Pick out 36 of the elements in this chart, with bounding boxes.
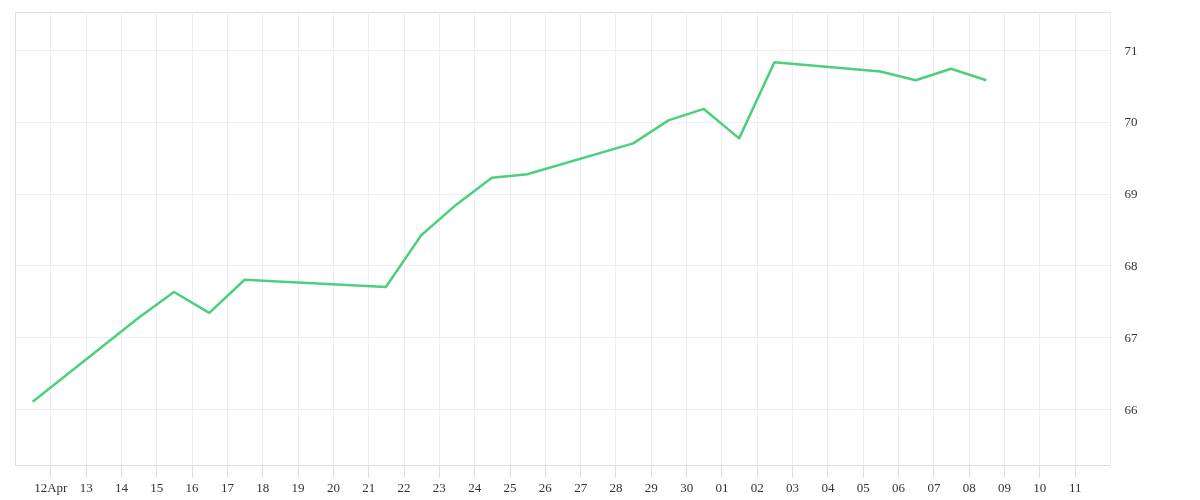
x-tick-label: 06 xyxy=(892,479,906,495)
y-tick-label: 71 xyxy=(1124,42,1138,58)
x-tick-label: 25 xyxy=(503,479,517,495)
x-tick-label: 09 xyxy=(998,479,1012,495)
x-tick-label: 24 xyxy=(468,479,482,495)
x-tick-label: 12Apr xyxy=(34,479,69,495)
x-tick-label: 16 xyxy=(185,479,200,495)
y-tick-label: 67 xyxy=(1124,329,1138,345)
x-tick-label: 30 xyxy=(680,479,694,495)
x-tick-label: 21 xyxy=(362,479,376,495)
x-tick-label: 05 xyxy=(856,479,870,495)
x-tick-label: 10 xyxy=(1033,479,1047,495)
x-tick-label: 27 xyxy=(574,479,588,495)
x-tick-label: 17 xyxy=(220,479,235,495)
x-tick-label: 07 xyxy=(927,479,941,495)
x-tick-label: 15 xyxy=(150,479,164,495)
x-tick-label: 18 xyxy=(256,479,270,495)
x-tick-label: 28 xyxy=(609,479,623,495)
x-tick-label: 03 xyxy=(786,479,800,495)
x-tick-label: 20 xyxy=(326,479,340,495)
x-tick-label: 01 xyxy=(715,479,729,495)
x-tick-label: 08 xyxy=(962,479,976,495)
x-tick-label: 19 xyxy=(291,479,305,495)
x-tick-label: 14 xyxy=(114,479,129,495)
x-tick-label: 11 xyxy=(1068,479,1082,495)
x-tick-label: 26 xyxy=(538,479,553,495)
y-tick-label: 66 xyxy=(1124,401,1138,417)
y-tick-label: 68 xyxy=(1124,257,1138,273)
y-tick-label: 69 xyxy=(1124,186,1138,202)
x-tick-label: 23 xyxy=(432,479,446,495)
x-tick-label: 29 xyxy=(644,479,658,495)
y-tick-label: 70 xyxy=(1124,114,1138,130)
x-tick-label: 22 xyxy=(397,479,411,495)
x-tick-label: 13 xyxy=(79,479,93,495)
x-tick-label: 02 xyxy=(750,479,764,495)
x-tick-label: 04 xyxy=(821,479,835,495)
